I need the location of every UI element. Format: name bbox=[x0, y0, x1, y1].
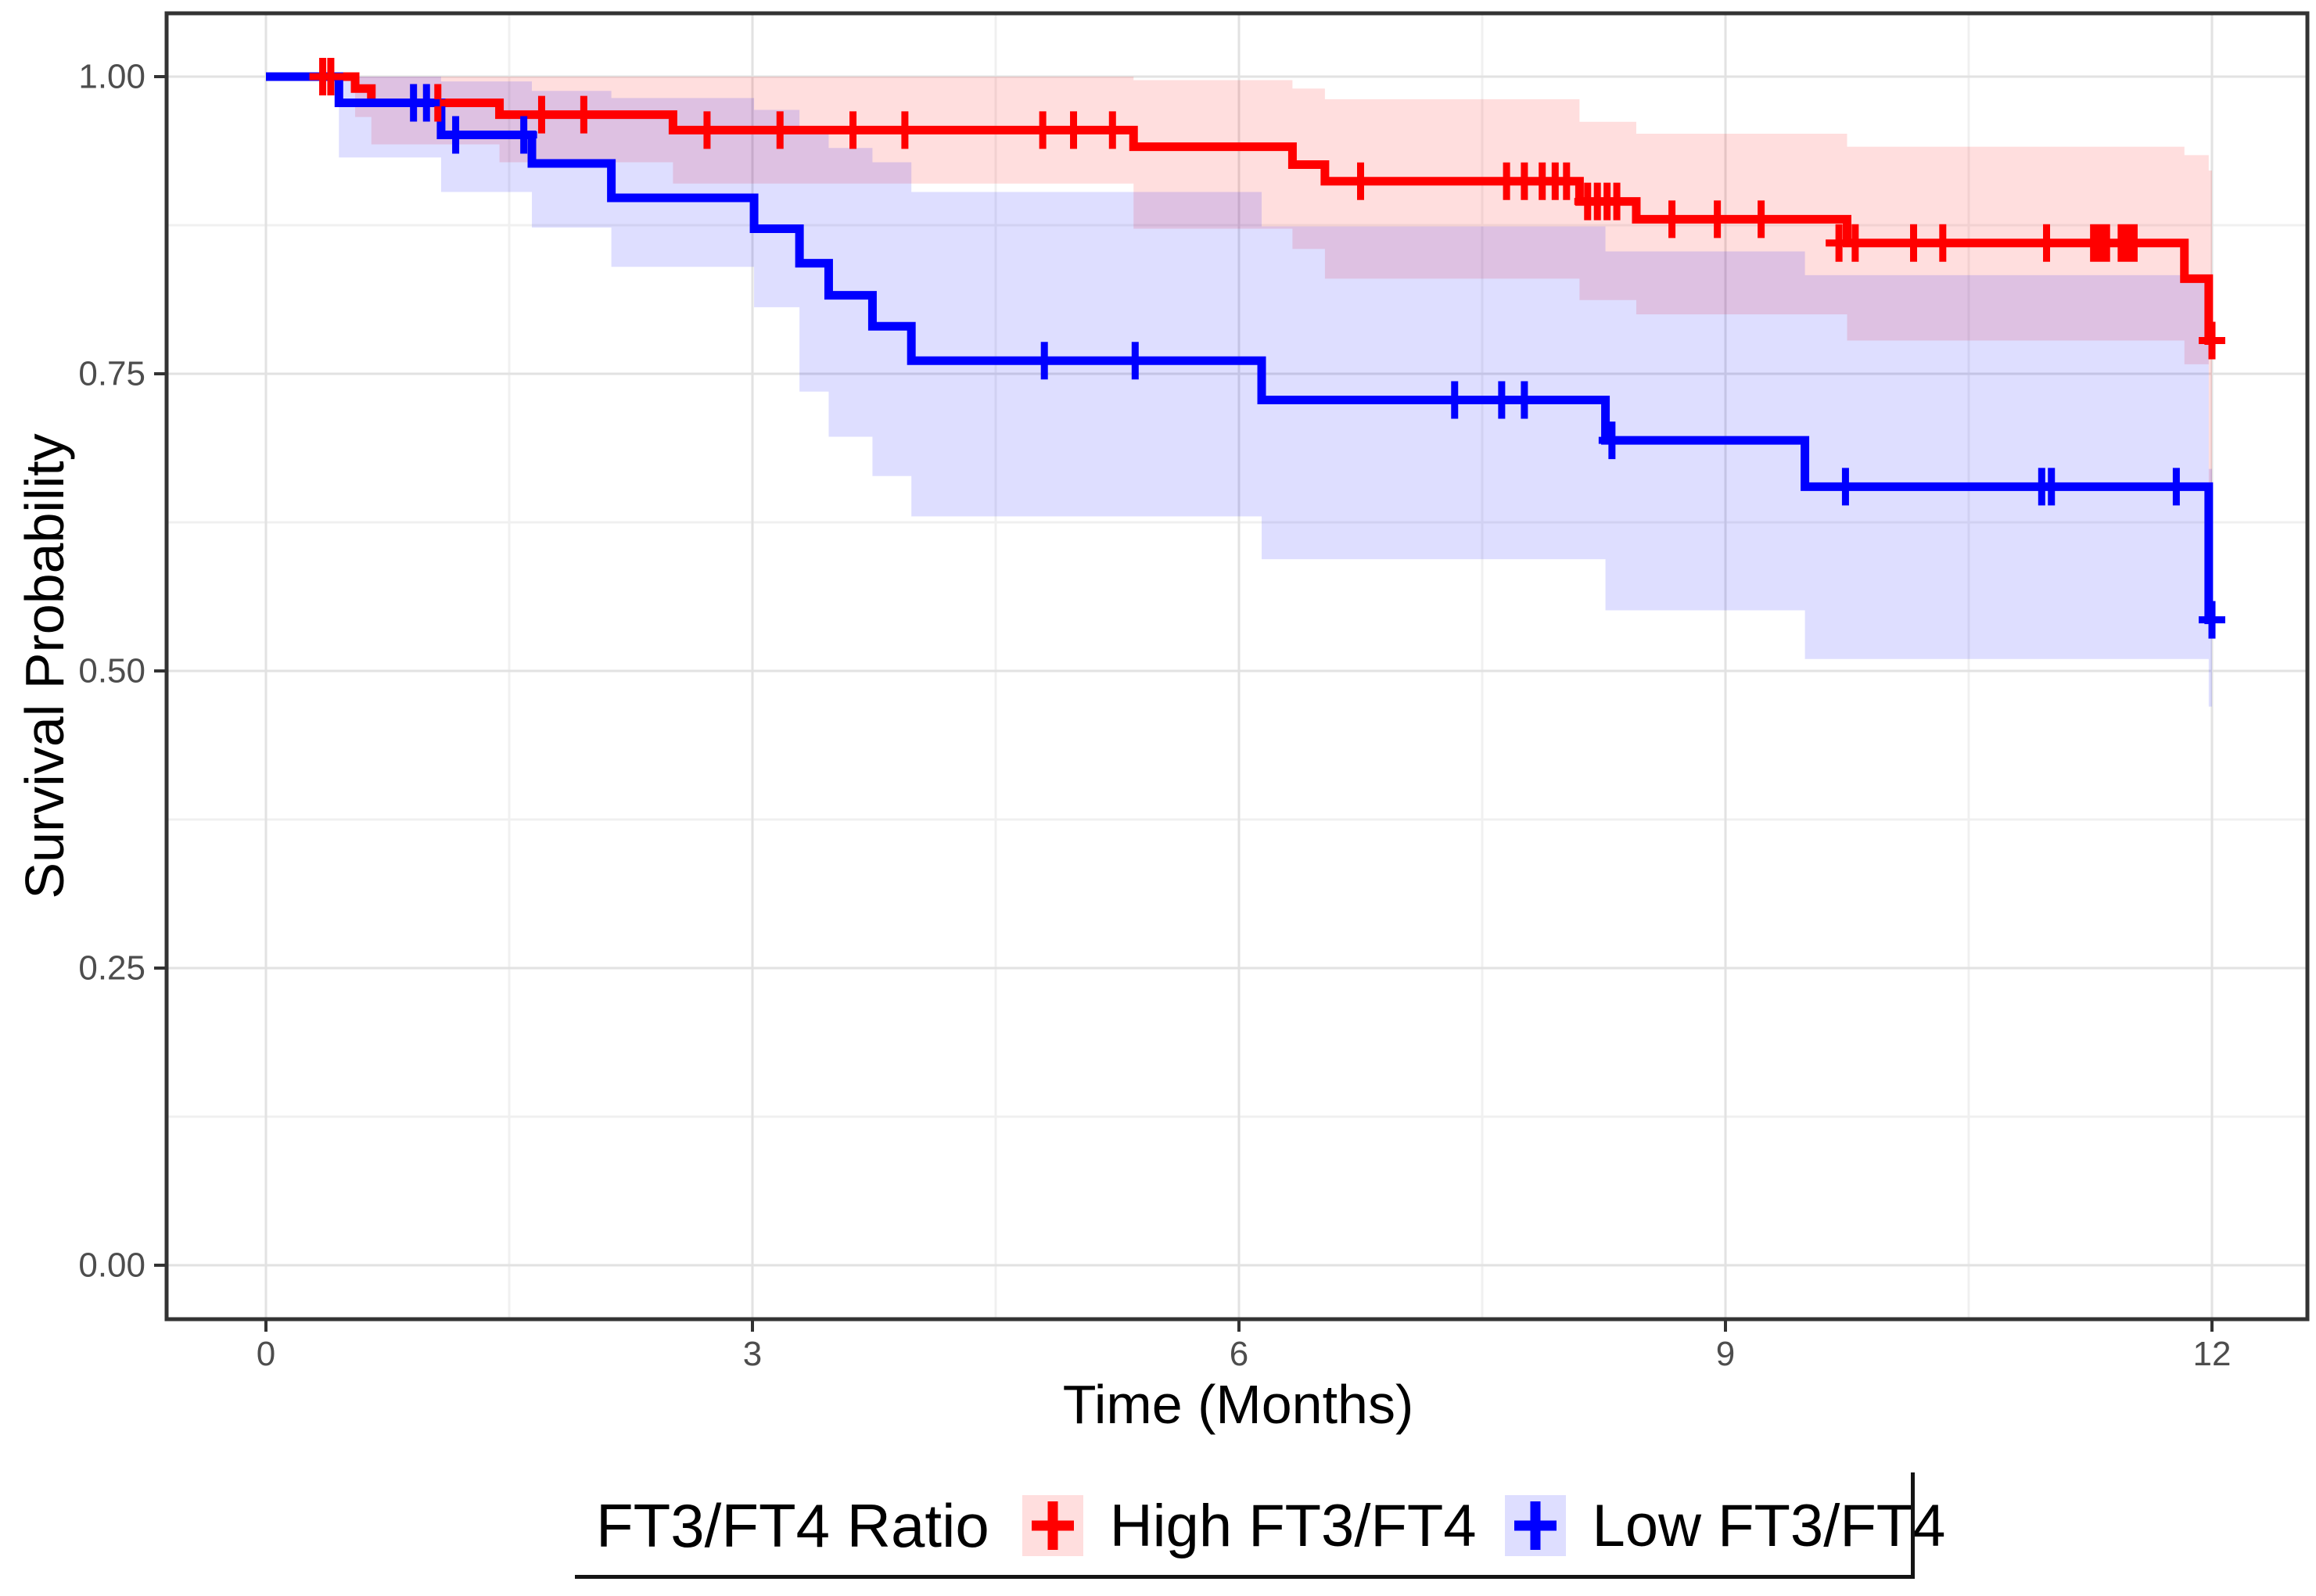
plus-censor-icon bbox=[1513, 1501, 1557, 1550]
ci-ribbon-low-ft3-ft4 bbox=[339, 77, 2212, 707]
legend: FT3/FT4 Ratio High FT3/FT4 Low FT3/FT4 bbox=[596, 1488, 1973, 1563]
y-tick-label: 0.75 bbox=[78, 355, 145, 393]
legend-title: FT3/FT4 Ratio bbox=[596, 1490, 989, 1560]
x-tick-label: 0 bbox=[257, 1335, 275, 1373]
survival-curve-low-ft3-ft4 bbox=[266, 72, 2214, 625]
legend-border-right bbox=[1911, 1472, 1915, 1579]
legend-label-low: Low FT3/FT4 bbox=[1592, 1492, 1946, 1559]
y-tick-label: 0.00 bbox=[78, 1246, 145, 1285]
x-tick-label: 9 bbox=[1716, 1335, 1735, 1373]
x-axis-title: Time (Months) bbox=[1062, 1374, 1414, 1435]
x-tick-label: 12 bbox=[2193, 1335, 2232, 1373]
legend-key-low-icon bbox=[1504, 1495, 1566, 1556]
legend-key-high-icon bbox=[1022, 1495, 1083, 1556]
legend-border-bottom bbox=[575, 1575, 1915, 1579]
y-tick-label: 0.50 bbox=[78, 652, 145, 690]
ci-ribbon-high-ft3-ft4 bbox=[355, 77, 2213, 529]
y-axis-title: Survival Probability bbox=[14, 433, 75, 899]
legend-label-high: High FT3/FT4 bbox=[1109, 1492, 1477, 1559]
censor-marks-low-ft3-ft4 bbox=[400, 84, 2225, 639]
y-tick-label: 1.00 bbox=[78, 58, 145, 96]
plus-censor-icon bbox=[1031, 1501, 1074, 1550]
x-tick-label: 6 bbox=[1230, 1335, 1248, 1373]
censor-marks-high-ft3-ft4 bbox=[309, 58, 2225, 360]
x-tick-label: 3 bbox=[743, 1335, 762, 1373]
y-tick-label: 0.25 bbox=[78, 949, 145, 988]
panel-border bbox=[164, 11, 2310, 1322]
